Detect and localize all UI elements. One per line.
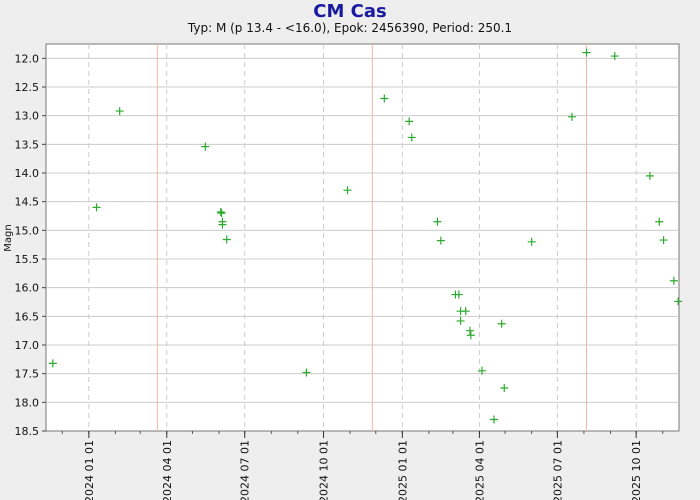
- data-point: [659, 236, 668, 245]
- data-point: [302, 368, 311, 377]
- y-tick-label: 16.5: [15, 310, 40, 323]
- data-point: [466, 331, 475, 340]
- y-tick-label: 17.5: [15, 368, 40, 381]
- x-tick-label: 2025 04 01: [473, 440, 486, 500]
- y-tick-label: 18.5: [15, 425, 40, 438]
- x-tick-label: 2025 10 01: [630, 440, 643, 500]
- axes: 12.0 12.5 13.0 13.5 14.0 14.5 15.0 15.5 16.0 16.5…: [15, 52, 664, 500]
- data-point: [645, 171, 654, 180]
- x-tick-label: 2025 07 01: [551, 440, 564, 500]
- y-tick-label: 14.5: [15, 196, 40, 209]
- maxima-lines: [156, 44, 587, 431]
- data-point: [454, 290, 463, 299]
- data-point: [456, 316, 465, 325]
- data-point: [567, 112, 576, 121]
- y-axis-label: Magn: [3, 224, 14, 251]
- data-points: [48, 48, 683, 424]
- data-point: [216, 207, 225, 216]
- chart-subtitle: Typ: M (p 13.4 - <16.0), Epok: 2456390, …: [187, 21, 513, 35]
- data-point: [674, 297, 683, 306]
- y-tick-label: 16.0: [15, 282, 40, 295]
- data-point: [461, 307, 470, 316]
- data-point: [380, 94, 389, 103]
- data-point: [582, 48, 591, 57]
- y-tick-label: 15.0: [15, 224, 40, 237]
- y-tick-label: 14.0: [15, 167, 40, 180]
- data-point: [669, 276, 678, 285]
- data-point: [527, 237, 536, 246]
- data-point: [497, 319, 506, 328]
- x-tick-label: 2024 10 01: [318, 440, 331, 500]
- data-point: [655, 217, 664, 226]
- data-point: [433, 217, 442, 226]
- data-point: [405, 117, 414, 126]
- y-tick-label: 15.5: [15, 253, 40, 266]
- data-point: [610, 52, 619, 61]
- data-point: [500, 384, 509, 392]
- chart-title: CM Cas: [313, 1, 387, 22]
- y-tick-label: 12.0: [15, 52, 40, 65]
- data-point: [92, 203, 101, 212]
- x-tick-label: 2024 07 01: [239, 440, 252, 500]
- data-point: [48, 359, 57, 368]
- data-point: [115, 107, 124, 116]
- data-point: [217, 209, 226, 218]
- data-point: [218, 220, 227, 229]
- y-tick-label: 17.0: [15, 339, 40, 352]
- data-point: [436, 236, 445, 245]
- x-tick-label: 2024 01 01: [83, 440, 96, 500]
- y-tick-label: 13.0: [15, 110, 40, 123]
- data-point: [201, 142, 210, 151]
- y-tick-label: 13.5: [15, 138, 40, 151]
- y-tick-label: 18.0: [15, 396, 40, 409]
- data-point: [222, 235, 231, 244]
- data-point: [407, 133, 416, 142]
- y-tick-label: 12.5: [15, 81, 40, 94]
- data-point: [477, 366, 486, 375]
- x-tick-label: 2025 01 01: [396, 440, 409, 500]
- data-point: [465, 326, 474, 335]
- grid: [46, 44, 679, 431]
- x-tick-label: 2024 04 01: [161, 440, 174, 500]
- plot-area: [45, 43, 680, 432]
- data-point: [343, 186, 352, 195]
- data-point: [489, 415, 498, 424]
